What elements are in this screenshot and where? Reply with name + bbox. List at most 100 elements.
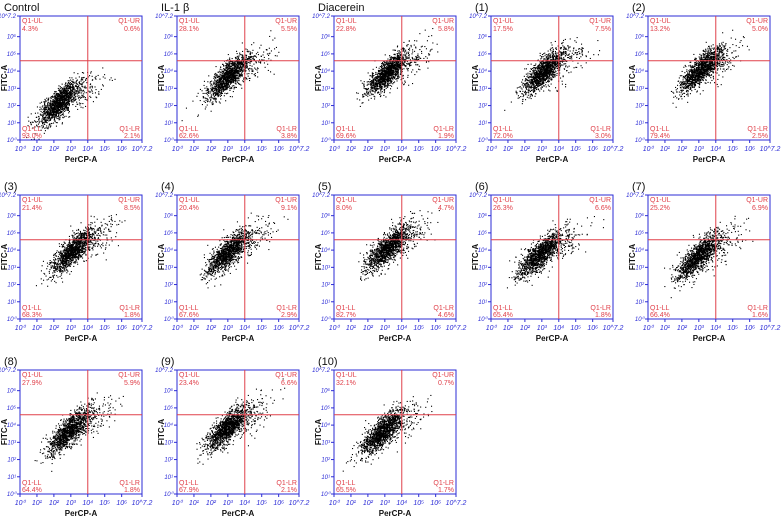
- data-point: [221, 76, 223, 78]
- data-point: [241, 75, 243, 77]
- data-point: [56, 106, 58, 108]
- data-point: [559, 61, 561, 63]
- data-point: [209, 82, 211, 84]
- data-point: [52, 102, 54, 104]
- data-point: [231, 76, 233, 78]
- data-point: [53, 122, 55, 124]
- data-point: [53, 96, 55, 98]
- data-point: [242, 63, 244, 65]
- data-point: [246, 64, 248, 66]
- data-point: [45, 106, 47, 108]
- data-point: [215, 101, 217, 103]
- data-point: [409, 47, 411, 49]
- data-point: [49, 113, 51, 115]
- data-point: [394, 74, 396, 76]
- data-point: [65, 105, 67, 107]
- data-point: [231, 76, 233, 78]
- data-point: [384, 71, 386, 73]
- data-point: [375, 87, 377, 89]
- data-point: [377, 88, 379, 90]
- data-point: [375, 73, 377, 75]
- data-point: [385, 96, 387, 98]
- data-point: [63, 104, 65, 106]
- data-point: [234, 65, 236, 67]
- data-point: [43, 117, 45, 119]
- data-point: [531, 94, 533, 96]
- data-point: [59, 87, 61, 89]
- data-point: [374, 96, 376, 98]
- data-point: [30, 113, 32, 115]
- data-point: [55, 98, 57, 100]
- data-point: [235, 80, 237, 82]
- data-point: [251, 70, 253, 72]
- data-point: [252, 69, 254, 71]
- data-point: [218, 82, 220, 84]
- data-point: [554, 74, 556, 76]
- data-point: [221, 82, 223, 84]
- data-point: [232, 82, 234, 84]
- data-point: [238, 73, 240, 75]
- data-point: [367, 81, 369, 83]
- data-point: [370, 87, 372, 89]
- data-point: [390, 73, 392, 75]
- data-point: [371, 94, 373, 96]
- data-point: [233, 62, 235, 64]
- data-point: [232, 69, 234, 71]
- data-point: [213, 94, 215, 96]
- data-point: [232, 64, 234, 66]
- data-point: [541, 77, 543, 79]
- x-tick-label: 10^7.2: [446, 146, 467, 153]
- data-point: [533, 69, 535, 71]
- data-point: [69, 97, 71, 99]
- data-point: [408, 51, 410, 53]
- data-point: [241, 63, 243, 65]
- data-point: [62, 89, 64, 91]
- data-point: [71, 90, 73, 92]
- data-point: [50, 113, 52, 115]
- data-point: [44, 102, 46, 104]
- data-point: [373, 87, 375, 89]
- data-point: [416, 57, 418, 59]
- data-point: [389, 72, 391, 74]
- data-point: [206, 101, 208, 103]
- data-point: [556, 55, 558, 57]
- data-point: [45, 108, 47, 110]
- data-point: [254, 73, 256, 75]
- data-point: [235, 66, 237, 68]
- data-point: [47, 106, 49, 108]
- data-point: [57, 108, 59, 110]
- data-point: [537, 86, 539, 88]
- data-point: [45, 111, 47, 113]
- data-point: [386, 79, 388, 81]
- data-point: [215, 77, 217, 79]
- data-point: [216, 92, 218, 94]
- data-point: [385, 74, 387, 76]
- data-point: [61, 99, 63, 101]
- data-point: [58, 113, 60, 115]
- data-point: [250, 52, 252, 54]
- data-point: [45, 109, 47, 111]
- data-point: [550, 47, 552, 49]
- data-point: [233, 80, 235, 82]
- data-point: [218, 76, 220, 78]
- data-point: [398, 64, 400, 66]
- data-point: [526, 79, 528, 81]
- data-point: [397, 50, 399, 52]
- data-point: [376, 90, 378, 92]
- data-point: [413, 44, 415, 46]
- data-point: [389, 75, 391, 77]
- data-point: [373, 74, 375, 76]
- data-point: [215, 85, 217, 87]
- data-point: [237, 77, 239, 79]
- data-point: [64, 102, 66, 104]
- data-point: [392, 62, 394, 64]
- data-point: [356, 92, 358, 94]
- data-point: [516, 87, 518, 89]
- data-point: [92, 92, 94, 94]
- data-point: [203, 84, 205, 86]
- data-point: [47, 112, 49, 114]
- data-point: [90, 89, 92, 91]
- data-point: [54, 98, 56, 100]
- data-point: [60, 100, 62, 102]
- data-point: [517, 97, 519, 99]
